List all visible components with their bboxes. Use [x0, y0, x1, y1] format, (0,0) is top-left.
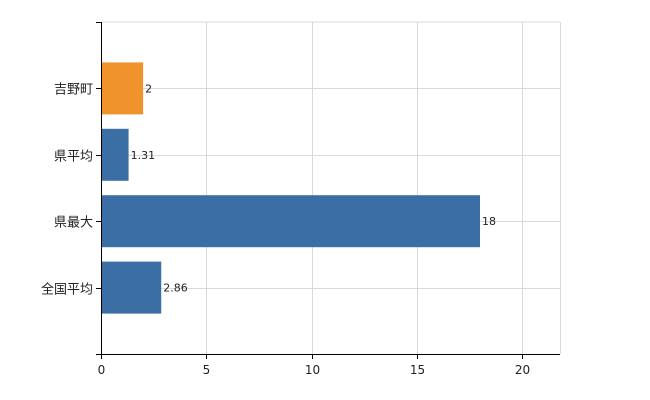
data-label-0: 2	[145, 82, 152, 95]
category-label-0: 吉野町	[54, 83, 93, 98]
category-label-1: 県平均	[54, 150, 93, 165]
x-tick-label-5: 5	[203, 363, 211, 377]
bar-1	[101, 128, 129, 181]
bar-3	[101, 261, 162, 314]
data-label-3: 2.86	[163, 282, 188, 295]
data-label-2: 18	[482, 215, 496, 228]
bars	[101, 62, 480, 314]
x-tick-label-10: 10	[305, 363, 320, 377]
x-tick-label-20: 20	[515, 363, 530, 377]
category-label-2: 県最大	[54, 216, 93, 231]
gridlines	[101, 21, 561, 354]
bar-0	[101, 62, 144, 115]
category-label-3: 全国平均	[41, 282, 93, 298]
data-label-1: 1.31	[131, 149, 156, 162]
x-tick-label-15: 15	[410, 363, 425, 377]
bar-2	[101, 195, 480, 248]
x-tick-label-0: 0	[98, 363, 106, 377]
axes	[96, 22, 560, 359]
